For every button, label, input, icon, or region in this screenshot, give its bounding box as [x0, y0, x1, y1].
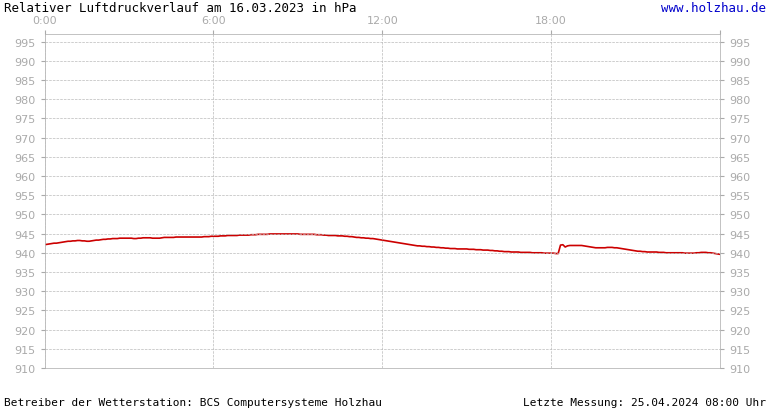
- Text: www.holzhau.de: www.holzhau.de: [661, 2, 766, 15]
- Text: Relativer Luftdruckverlauf am 16.03.2023 in hPa: Relativer Luftdruckverlauf am 16.03.2023…: [4, 2, 357, 15]
- Text: Letzte Messung: 25.04.2024 08:00 Uhr: Letzte Messung: 25.04.2024 08:00 Uhr: [523, 397, 766, 407]
- Text: Betreiber der Wetterstation: BCS Computersysteme Holzhau: Betreiber der Wetterstation: BCS Compute…: [4, 397, 382, 407]
